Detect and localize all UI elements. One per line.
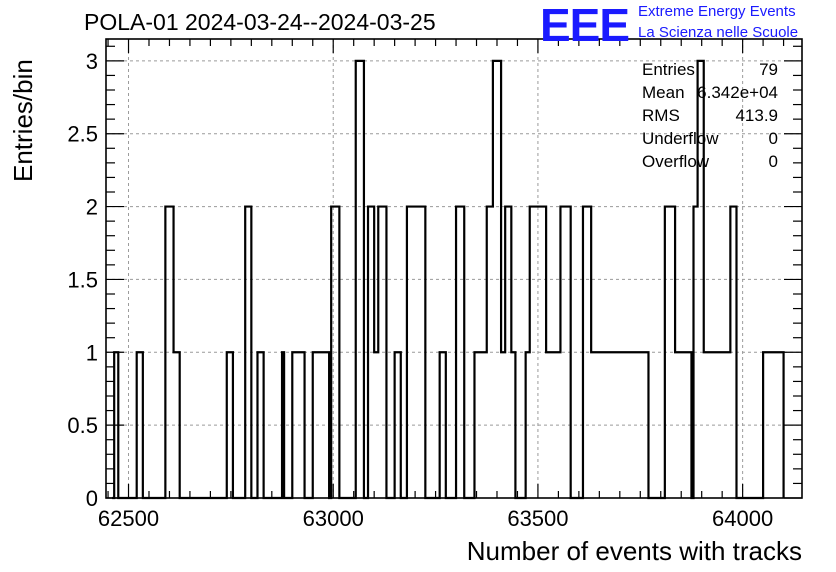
stats-rms-value: 413.9 bbox=[735, 106, 778, 125]
stats-mean-value: 6.342e+04 bbox=[697, 83, 778, 102]
stats-overflow-value: 0 bbox=[768, 152, 778, 171]
logo-line-2: La Scienza nelle Scuole bbox=[638, 24, 799, 41]
y-tick-label: 1.5 bbox=[67, 267, 98, 292]
y-tick-label: 0 bbox=[86, 486, 98, 511]
y-tick-label: 2 bbox=[86, 195, 98, 220]
x-tick-label: 64000 bbox=[712, 506, 773, 531]
x-tick-label: 63000 bbox=[303, 506, 364, 531]
y-tick-label: 1 bbox=[86, 340, 98, 365]
tick-labels: 62500 63000 63500 64000 0 0.5 1 1.5 2 2.5 3 bbox=[67, 49, 773, 531]
stats-entries-label: Entries bbox=[642, 60, 695, 79]
stats-entries-value: 79 bbox=[759, 60, 778, 79]
axis-ticks bbox=[106, 39, 802, 499]
x-tick-label: 62500 bbox=[98, 506, 159, 531]
y-axis-label: Entries/bin bbox=[8, 59, 38, 182]
y-tick-label: 3 bbox=[86, 49, 98, 74]
y-tick-label: 0.5 bbox=[67, 413, 98, 438]
stats-overflow-label: Overflow bbox=[642, 152, 710, 171]
stats-underflow-value: 0 bbox=[768, 129, 778, 148]
x-axis-label: Number of events with tracks bbox=[466, 536, 802, 566]
y-tick-label: 2.5 bbox=[67, 122, 98, 147]
chart-title: POLA-01 2024-03-24--2024-03-25 bbox=[84, 9, 436, 35]
stats-mean-label: Mean bbox=[642, 83, 685, 102]
stats-underflow-label: Underflow bbox=[642, 129, 719, 148]
eee-logo: EEE bbox=[540, 0, 630, 51]
plot-frame bbox=[105, 38, 803, 499]
grid-lines bbox=[106, 39, 802, 498]
x-tick-label: 63500 bbox=[507, 506, 568, 531]
stats-rms-label: RMS bbox=[642, 106, 680, 125]
logo-line-1: Extreme Energy Events bbox=[638, 3, 796, 20]
